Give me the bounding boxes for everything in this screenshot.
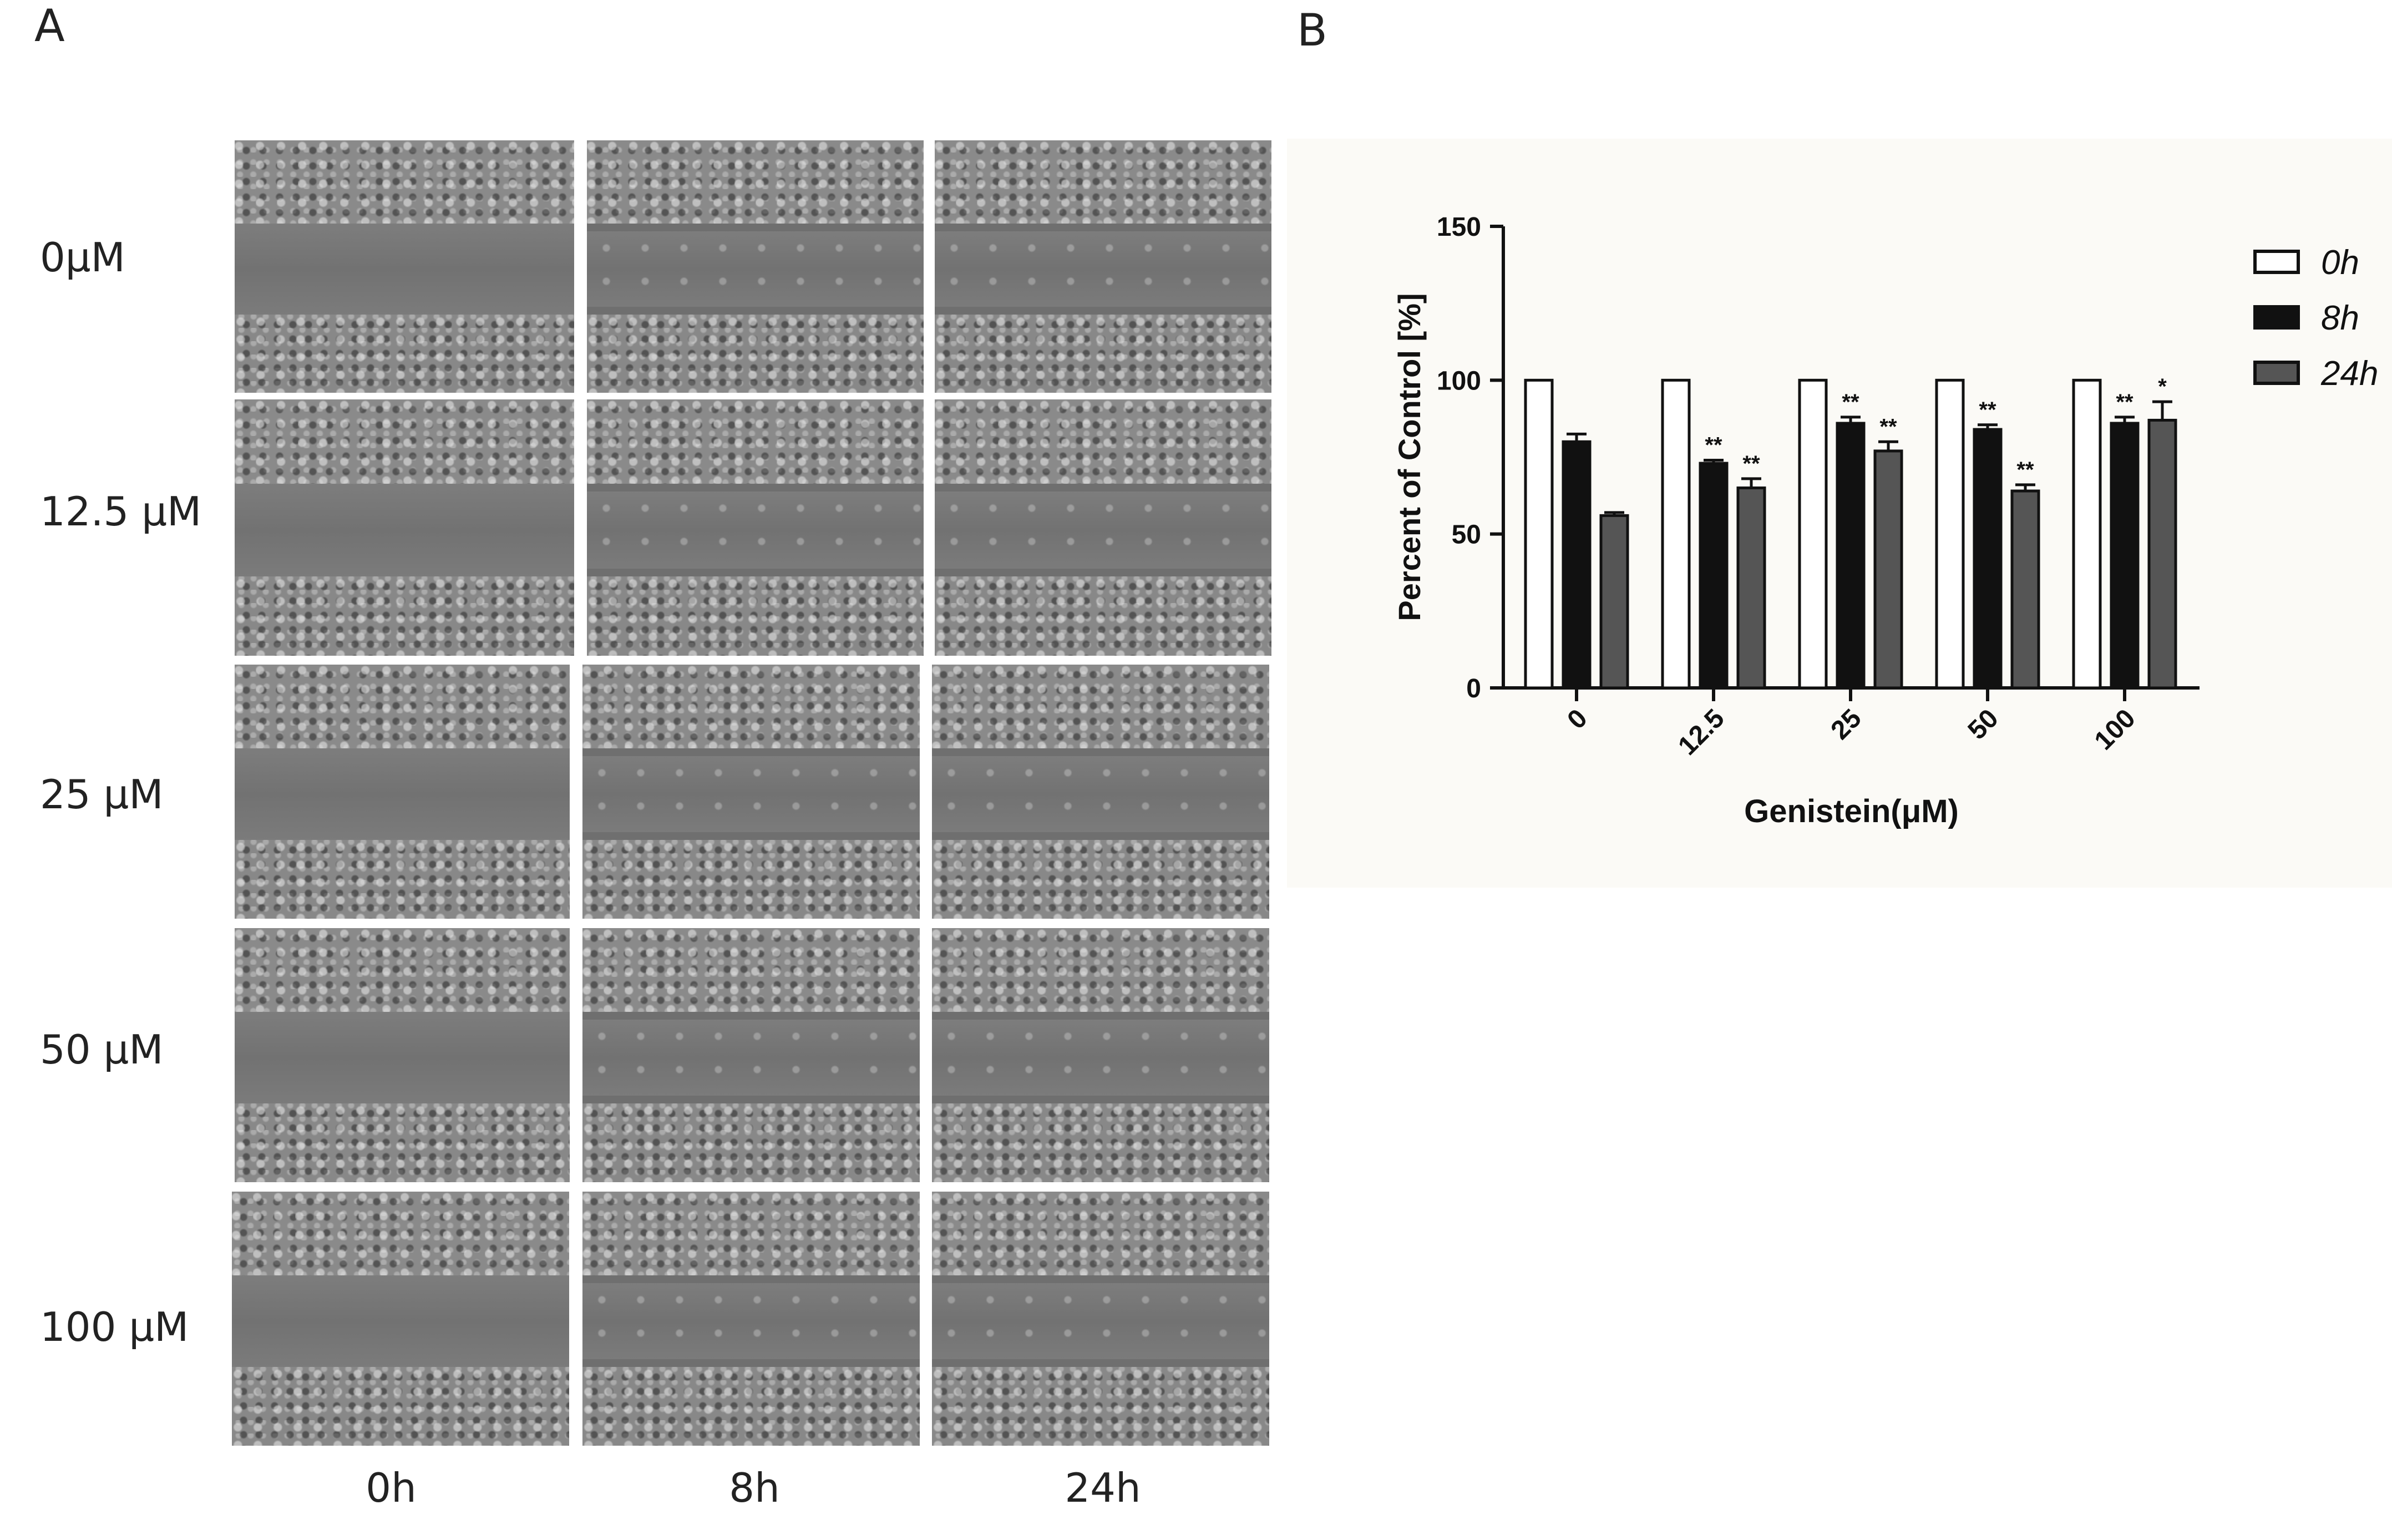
y-tick-label: 150 xyxy=(1437,212,1481,242)
legend-label-0h: 0h xyxy=(2321,244,2359,282)
bar-chart: 0 50 100 150 Percent of Control [%] 0 ** ** 12.5… xyxy=(1392,212,2200,829)
micrograph-100uM-24h xyxy=(932,1192,1269,1446)
row-label-25uM: 25 μM xyxy=(40,771,164,818)
x-tick-label-0: 0 xyxy=(1562,703,1593,734)
row-label-50uM: 50 μM xyxy=(40,1026,164,1073)
y-axis-label: Percent of Control [%] xyxy=(1392,293,1427,621)
bar-chart-panel: 0 50 100 150 Percent of Control [%] 0 ** ** 12.5… xyxy=(1287,139,2392,888)
bar-24h-50 xyxy=(2010,489,2040,690)
x-tick-label-50: 50 xyxy=(1963,703,2004,745)
micrograph-100uM-8h xyxy=(582,1192,920,1446)
bar-0h-50 xyxy=(1935,378,1965,690)
micrograph-0uM-0h xyxy=(235,140,574,393)
bar-0h-0 xyxy=(1524,378,1554,690)
bar-8h-50 xyxy=(1973,428,2003,690)
legend-item-8h: 8h xyxy=(2241,295,2391,351)
x-tick-label-12.5: 12.5 xyxy=(1673,703,1730,761)
legend-swatch-0h xyxy=(2253,250,2300,274)
significance-marker: ** xyxy=(1979,398,1996,422)
y-tick-label: 50 xyxy=(1452,520,1481,550)
x-tick-label-100: 100 xyxy=(2089,703,2141,756)
micrograph-50uM-0h xyxy=(235,928,570,1182)
micrograph-0uM-24h xyxy=(935,140,1271,393)
micrograph-100uM-0h xyxy=(232,1192,569,1446)
column-label-8h: 8h xyxy=(729,1465,780,1511)
micrograph-25uM-8h xyxy=(582,665,920,919)
y-tick-label: 100 xyxy=(1437,366,1481,396)
significance-marker: ** xyxy=(2116,390,2133,414)
micrograph-0uM-8h xyxy=(587,140,924,393)
y-tick-label: 0 xyxy=(1466,674,1481,703)
legend-label-8h: 8h xyxy=(2321,299,2359,337)
micrograph-12-5uM-8h xyxy=(587,399,924,656)
row-label-100uM: 100 μM xyxy=(40,1304,189,1350)
legend-item-0h: 0h xyxy=(2241,240,2391,295)
significance-marker: ** xyxy=(1742,452,1760,476)
micrograph-25uM-24h xyxy=(932,665,1269,919)
bar-8h-0 xyxy=(1562,440,1592,690)
bar-24h-0 xyxy=(1599,514,1629,690)
bar-24h-12.5 xyxy=(1736,486,1766,690)
column-label-0h: 0h xyxy=(366,1465,417,1511)
bar-0h-100 xyxy=(2072,378,2102,690)
x-tick-label-25: 25 xyxy=(1826,703,1867,745)
bar-8h-12.5 xyxy=(1699,462,1729,690)
x-axis-label: Genistein(μM) xyxy=(1744,793,1959,829)
legend-swatch-24h xyxy=(2253,361,2300,385)
chart-legend: 0h 8h 24h xyxy=(2241,240,2391,406)
panel-label-b: B xyxy=(1297,4,1327,56)
bar-24h-25 xyxy=(1873,449,1903,690)
bar-8h-25 xyxy=(1836,422,1866,690)
legend-label-24h: 24h xyxy=(2321,354,2379,393)
micrograph-25uM-0h xyxy=(235,665,570,919)
bar-24h-100 xyxy=(2147,418,2177,690)
significance-marker: ** xyxy=(1879,414,1897,439)
row-label-12-5uM: 12.5 μM xyxy=(40,488,202,535)
significance-marker: ** xyxy=(1842,390,1859,414)
column-label-24h: 24h xyxy=(1065,1465,1141,1511)
micrograph-12-5uM-24h xyxy=(935,399,1271,656)
significance-marker: ** xyxy=(2016,458,2034,482)
micrograph-12-5uM-0h xyxy=(235,399,574,656)
significance-marker: * xyxy=(2158,374,2167,399)
legend-swatch-8h xyxy=(2253,305,2300,330)
bar-0h-12.5 xyxy=(1661,378,1691,690)
micrograph-50uM-8h xyxy=(582,928,920,1182)
bar-8h-100 xyxy=(2110,422,2140,690)
bar-0h-25 xyxy=(1798,378,1828,690)
legend-item-24h: 24h xyxy=(2241,351,2391,406)
micrograph-50uM-24h xyxy=(932,928,1269,1182)
panel-label-a: A xyxy=(34,0,65,52)
significance-marker: ** xyxy=(1705,433,1722,458)
row-label-0uM: 0μM xyxy=(40,234,125,281)
